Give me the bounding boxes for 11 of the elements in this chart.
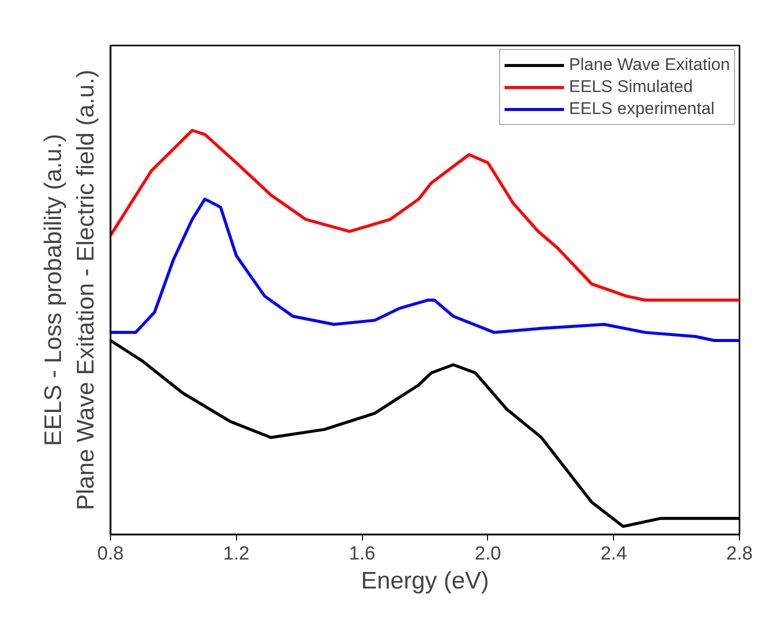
x-tick-label: 2.8 bbox=[726, 544, 753, 564]
y-axis-title: EELS - Loss probability (a.u.) Plane Wave Exitation - Electric field (a.u.) bbox=[40, 70, 100, 510]
x-tick-label: 0.8 bbox=[97, 544, 124, 564]
x-tick-label: 2.4 bbox=[600, 544, 628, 564]
x-tick-label: 2.0 bbox=[474, 544, 502, 564]
x-tick-label: 1.6 bbox=[348, 544, 376, 564]
x-axis-title: Energy (eV) bbox=[360, 568, 490, 594]
legend-label: EELS experimental bbox=[569, 98, 715, 120]
x-tick-label: 1.2 bbox=[223, 544, 250, 564]
legend-label: Plane Wave Exitation bbox=[569, 54, 730, 76]
legend-label: EELS Simulated bbox=[569, 76, 693, 98]
